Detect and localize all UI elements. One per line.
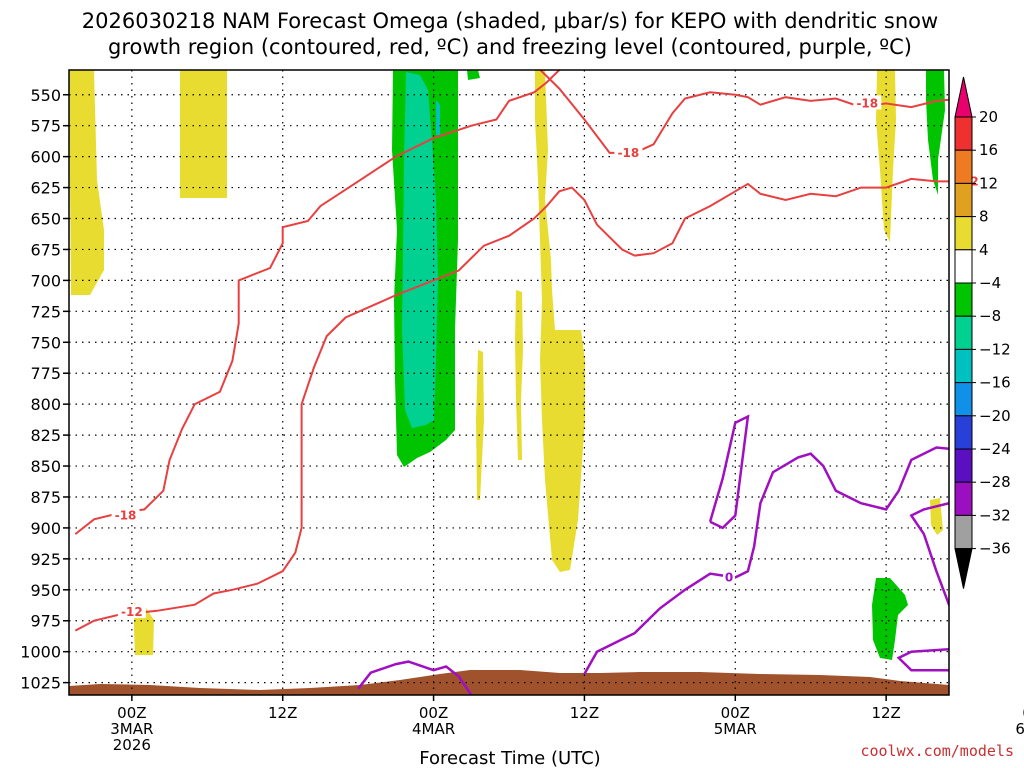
freezing-level-line-a [357, 660, 473, 695]
contour-label-bg [111, 507, 140, 522]
colorbar-tick-label: −24 [979, 440, 1011, 458]
contour-label: -12 [121, 605, 143, 619]
colorbar-tick-label: −4 [979, 274, 1001, 292]
freezing-level-line-b [583, 446, 949, 675]
colorbar-tick-label: −20 [979, 407, 1011, 425]
contour-label-bg [117, 604, 146, 619]
contour-label: -18 [618, 146, 640, 160]
x-axis-label: Forecast Time (UTC) [419, 748, 600, 768]
y-tick-label: 825 [30, 426, 61, 445]
colorbar-tick-label: −32 [979, 506, 1011, 524]
yellow-region-6 [476, 350, 484, 500]
y-tick-label: 600 [30, 148, 61, 167]
y-tick-label: 1025 [20, 674, 61, 693]
yellow-region-4 [535, 70, 585, 572]
contour-label-bg [614, 144, 643, 159]
contour-label-bg [723, 569, 735, 584]
colorbar-segment [954, 415, 973, 450]
y-tick-label: 950 [30, 581, 61, 600]
colorbar-tick-label: −16 [979, 374, 1011, 392]
colorbar-segment [954, 116, 973, 151]
y-tick-label: 725 [30, 302, 61, 321]
y-tick-label: 675 [30, 240, 61, 259]
x-tick-label: 12Z [570, 704, 599, 722]
colorbar-tick-label: −28 [979, 473, 1011, 491]
colorbar-segment [954, 216, 973, 251]
colorbar-tick-label: −8 [979, 307, 1001, 325]
plot-frame [68, 69, 950, 696]
colorbar-segment [954, 149, 973, 184]
colorbar-segment [954, 249, 973, 284]
x-tick-label: 3MAR [110, 720, 153, 738]
green-region-4 [872, 578, 908, 660]
colorbar-segment [954, 182, 973, 218]
x-axis-ticks: 00Z3MAR202612Z00Z4MAR12Z00Z5MAR12Z00Z6MA… [110, 695, 1024, 754]
contour-label: 0 [725, 570, 733, 584]
terrain-ground [69, 670, 949, 695]
x-tick-label: 5MAR [714, 720, 757, 738]
colorbar-tick-label: 20 [979, 108, 998, 126]
x-tick-label: 00Z [419, 704, 448, 722]
colorbar-segment [954, 481, 973, 516]
y-tick-label: 850 [30, 457, 61, 476]
colorbar-segment [954, 514, 973, 550]
y-tick-label: 750 [30, 333, 61, 352]
colorbar-tick-label: −12 [979, 340, 1011, 358]
contour-label: -18 [856, 96, 878, 110]
colorbar-tick-label: −36 [979, 540, 1011, 558]
colorbar-segment [954, 282, 973, 317]
colorbar: 20 16 12 8 4 −4 −8 −12 −16 −20 −24 −28 −32 −36 [954, 76, 1011, 589]
credit-text: coolwx.com/models [860, 742, 1014, 760]
colorbar-bottom-arrow [954, 548, 973, 589]
yellow-region-5 [515, 290, 523, 460]
y-tick-label: 975 [30, 612, 61, 631]
y-tick-label: 650 [30, 210, 61, 229]
y-tick-label: 900 [30, 519, 61, 538]
y-tick-label: 575 [30, 117, 61, 136]
contour-label: -18 [115, 509, 137, 523]
x-tick-label: 12Z [268, 704, 297, 722]
colorbar-tick-label: 16 [979, 141, 998, 159]
teal-spot [436, 100, 440, 135]
y-tick-label: 700 [30, 271, 61, 290]
green-region-2 [467, 70, 480, 80]
y-axis-ticks: 550 575 600 625 650 675 700 725 750 775 800 825 850 8… [20, 86, 69, 693]
x-tick-label: 00Z [117, 704, 146, 722]
contour-label-bg [853, 95, 882, 110]
colorbar-tick-label: 12 [979, 174, 998, 192]
x-tick-label: 00Z [721, 704, 750, 722]
contour-lines [74, 70, 949, 695]
chart-title-line-1: 2026030218 NAM Forecast Omega (shaded, μ… [82, 9, 938, 33]
y-tick-label: 550 [30, 86, 61, 105]
colorbar-tick-label: 8 [979, 208, 989, 226]
y-tick-label: 1000 [20, 643, 61, 662]
colorbar-top-arrow [954, 76, 973, 118]
grid-lines [69, 70, 949, 695]
x-tick-label: 2026 [113, 736, 151, 754]
y-tick-label: 775 [30, 364, 61, 383]
x-tick-label: 00Z [1022, 704, 1024, 722]
chart-title-line-2: growth region (contoured, red, ºC) and f… [108, 35, 912, 59]
colorbar-segment [954, 382, 973, 417]
colorbar-tick-label: 4 [979, 241, 989, 259]
y-tick-label: 875 [30, 488, 61, 507]
x-tick-label: 4MAR [412, 720, 455, 738]
x-tick-label: 6MAR [1015, 720, 1024, 738]
yellow-region-2 [180, 70, 227, 198]
colorbar-segment [954, 448, 973, 483]
isotherm-minus12-line [74, 177, 949, 632]
freezing-level-line-c [708, 414, 750, 530]
isotherm-minus18-line [74, 70, 561, 535]
y-tick-label: 625 [30, 179, 61, 198]
colorbar-segment [954, 315, 973, 350]
y-tick-label: 925 [30, 550, 61, 569]
omega-shading [69, 70, 945, 660]
y-tick-label: 800 [30, 395, 61, 414]
x-tick-label: 12Z [871, 704, 900, 722]
colorbar-segment [954, 348, 973, 384]
